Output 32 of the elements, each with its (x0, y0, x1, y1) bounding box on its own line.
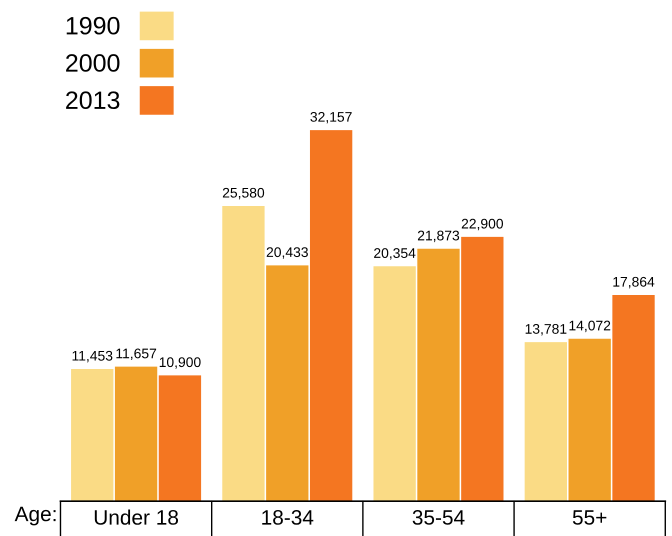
x-axis-title: Age: (14, 506, 56, 526)
data-label: 25,580 (222, 188, 264, 200)
bar (71, 369, 114, 502)
data-label: 22,900 (462, 218, 504, 230)
data-label: 21,873 (418, 230, 460, 242)
legend-label: 2000 (66, 54, 120, 72)
bar (310, 130, 352, 502)
bar (461, 236, 504, 502)
x-tick-label: 55+ (572, 510, 606, 525)
data-label: 10,900 (160, 357, 201, 369)
bar (568, 338, 611, 502)
bar (524, 342, 567, 502)
x-tick-label: 35-54 (412, 510, 465, 525)
x-tick-label: 18-34 (262, 510, 314, 525)
data-label: 14,072 (570, 320, 610, 332)
bar (158, 375, 202, 502)
data-label: 32,157 (310, 112, 352, 124)
bar (222, 206, 265, 502)
bar (612, 295, 655, 502)
data-label: 20,433 (266, 247, 308, 259)
x-tick-label: Under 18 (94, 509, 178, 525)
data-label: 20,354 (374, 248, 416, 260)
bar (114, 366, 158, 502)
bar (417, 248, 460, 502)
data-label: 11,453 (72, 350, 112, 362)
bar (266, 265, 308, 502)
data-label: 13,781 (526, 324, 566, 336)
data-label: 17,864 (613, 276, 654, 288)
data-label: 11,657 (116, 348, 156, 360)
legend-label: 2013 (66, 91, 120, 110)
legend-label: 1990 (66, 16, 120, 35)
bar (373, 266, 416, 502)
